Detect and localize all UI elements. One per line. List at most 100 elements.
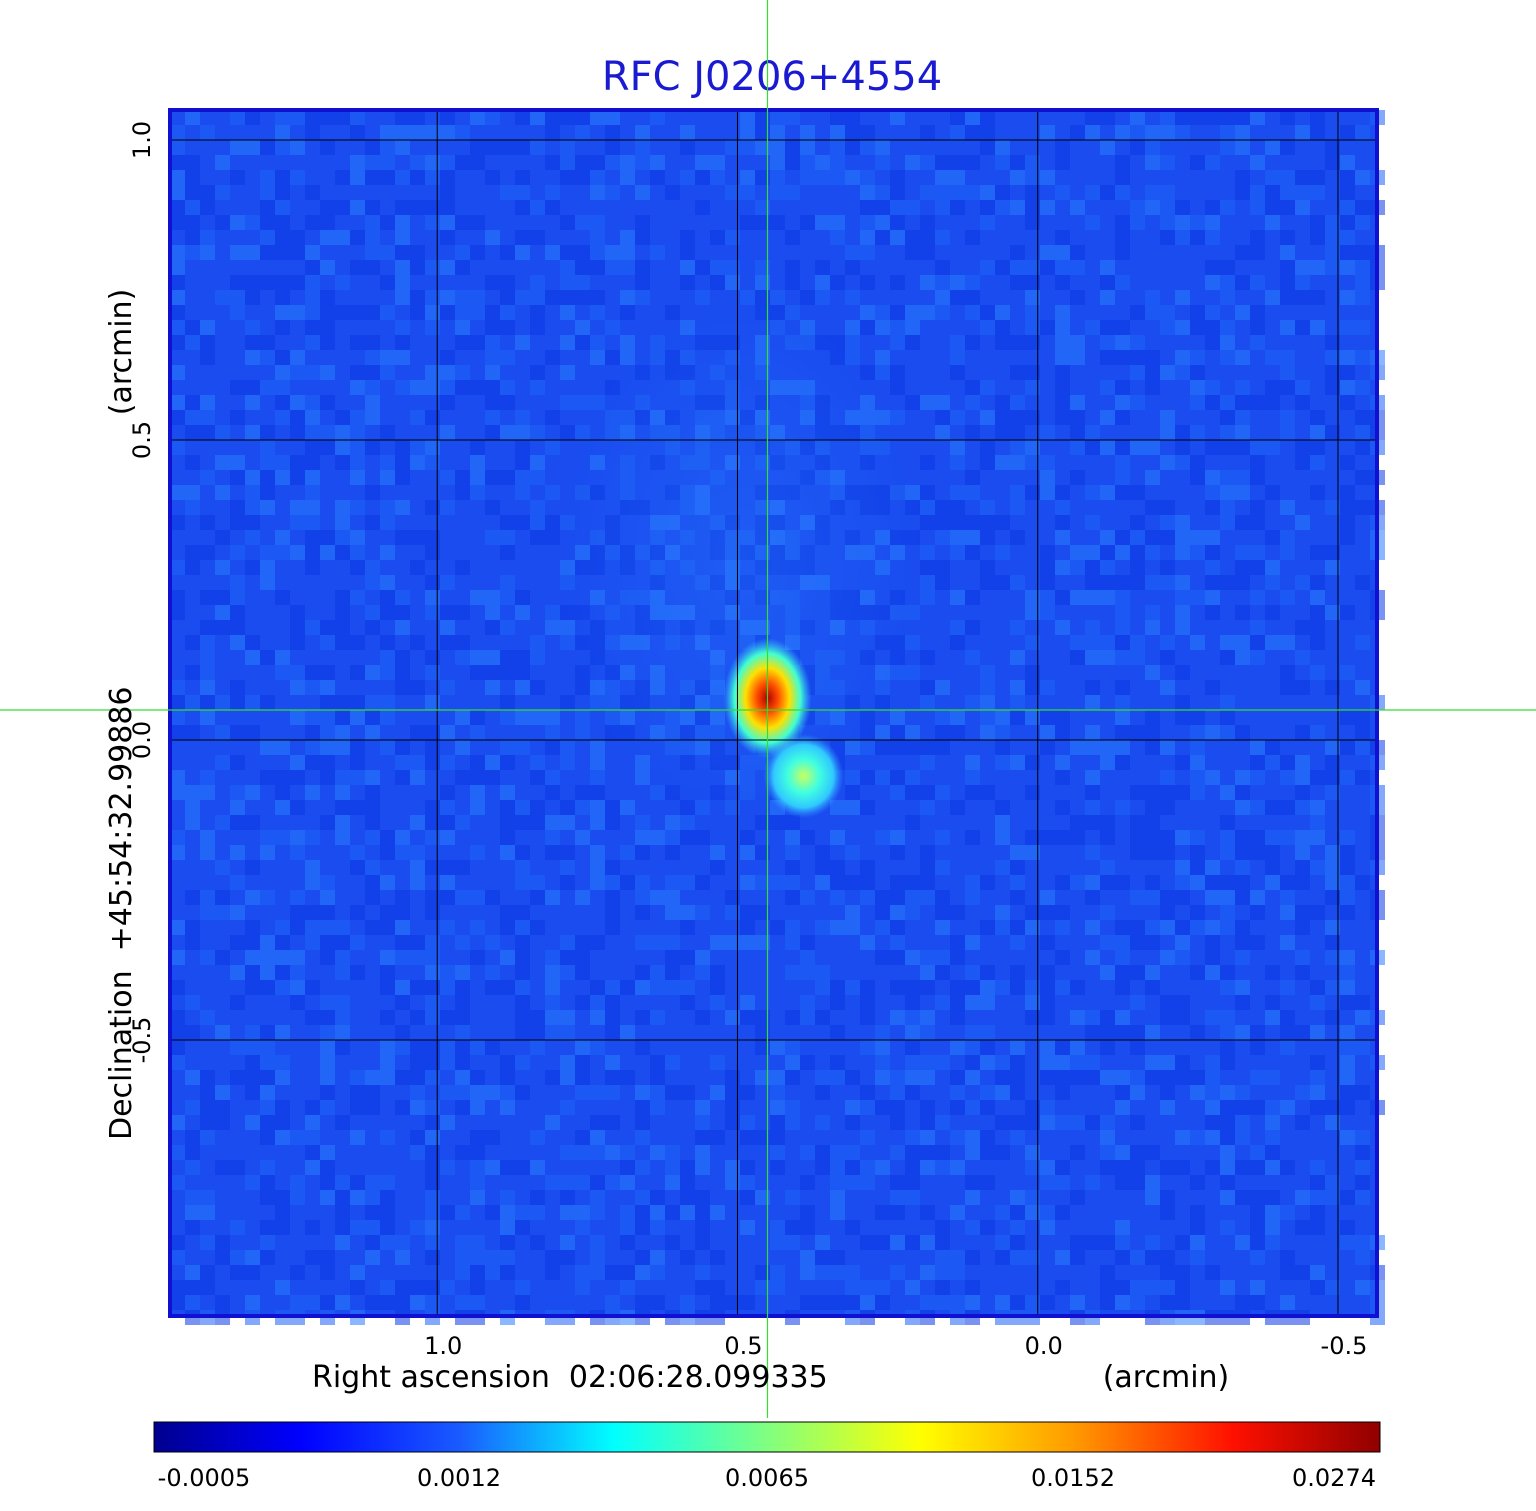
noise-pixel (710, 1250, 725, 1265)
noise-pixel (920, 590, 935, 605)
noise-pixel (320, 935, 335, 950)
noise-pixel (980, 320, 995, 335)
noise-pixel (1025, 845, 1040, 860)
noise-pixel (725, 140, 740, 155)
noise-pixel (470, 950, 485, 965)
noise-pixel (245, 245, 260, 260)
noise-pixel (1010, 920, 1025, 935)
noise-pixel (1235, 605, 1250, 620)
noise-pixel (245, 920, 260, 935)
noise-pixel (530, 320, 545, 335)
noise-pixel (515, 680, 530, 695)
noise-pixel (455, 335, 470, 350)
noise-pixel (1280, 380, 1295, 395)
noise-pixel (425, 800, 440, 815)
noise-pixel (770, 1085, 785, 1100)
noise-pixel (1115, 440, 1130, 455)
noise-pixel (1145, 380, 1160, 395)
noise-pixel (695, 1100, 710, 1115)
noise-pixel (785, 1220, 800, 1235)
noise-pixel (1010, 335, 1025, 350)
noise-pixel (635, 905, 650, 920)
noise-pixel (1145, 800, 1160, 815)
noise-pixel (380, 1175, 395, 1190)
noise-pixel (575, 830, 590, 845)
noise-pixel (950, 980, 965, 995)
noise-pixel (425, 965, 440, 980)
noise-pixel (560, 1175, 575, 1190)
noise-pixel (1280, 290, 1295, 305)
noise-pixel (560, 305, 575, 320)
noise-pixel (965, 275, 980, 290)
noise-pixel (425, 200, 440, 215)
noise-pixel (905, 890, 920, 905)
noise-pixel (305, 755, 320, 770)
noise-pixel (530, 755, 545, 770)
noise-pixel (1340, 1190, 1355, 1205)
noise-pixel (410, 1085, 425, 1100)
noise-pixel (785, 275, 800, 290)
noise-pixel (470, 1295, 485, 1310)
noise-pixel (440, 185, 455, 200)
noise-pixel (1235, 125, 1250, 140)
noise-pixel (875, 830, 890, 845)
noise-pixel (920, 890, 935, 905)
noise-pixel (770, 1130, 785, 1145)
noise-pixel (1220, 1085, 1235, 1100)
noise-pixel (335, 1205, 350, 1220)
noise-pixel (755, 215, 770, 230)
noise-pixel (425, 695, 440, 710)
noise-pixel (1175, 1235, 1190, 1250)
noise-pixel (1250, 1280, 1265, 1295)
noise-pixel (410, 1295, 425, 1310)
noise-pixel (995, 710, 1010, 725)
noise-pixel (725, 1115, 740, 1130)
noise-pixel (890, 1205, 905, 1220)
noise-pixel (260, 545, 275, 560)
noise-pixel (515, 515, 530, 530)
noise-pixel (1025, 1115, 1040, 1130)
noise-pixel (455, 1040, 470, 1055)
noise-pixel (965, 515, 980, 530)
noise-pixel (920, 500, 935, 515)
noise-pixel (1130, 635, 1145, 650)
noise-pixel (860, 245, 875, 260)
noise-pixel (1280, 110, 1295, 125)
noise-pixel (470, 770, 485, 785)
noise-pixel (1145, 605, 1160, 620)
noise-pixel (890, 830, 905, 845)
noise-pixel (1355, 170, 1370, 185)
noise-pixel (200, 635, 215, 650)
noise-pixel (350, 200, 365, 215)
noise-pixel (950, 1085, 965, 1100)
noise-pixel (755, 125, 770, 140)
noise-pixel (920, 1025, 935, 1040)
noise-pixel (380, 215, 395, 230)
noise-pixel (815, 170, 830, 185)
noise-pixel (1160, 1070, 1175, 1085)
noise-pixel (1325, 770, 1340, 785)
noise-pixel (620, 245, 635, 260)
noise-pixel (260, 440, 275, 455)
noise-pixel (635, 890, 650, 905)
noise-pixel (1340, 770, 1355, 785)
noise-pixel (650, 980, 665, 995)
noise-pixel (485, 425, 500, 440)
noise-pixel (215, 185, 230, 200)
noise-pixel (890, 1145, 905, 1160)
noise-pixel (695, 875, 710, 890)
noise-pixel (350, 455, 365, 470)
noise-pixel (710, 845, 725, 860)
noise-pixel (200, 1190, 215, 1205)
noise-pixel (545, 1265, 560, 1280)
noise-pixel (845, 245, 860, 260)
noise-pixel (365, 695, 380, 710)
noise-pixel (1010, 1235, 1025, 1250)
noise-pixel (485, 320, 500, 335)
noise-pixel (275, 170, 290, 185)
noise-pixel (395, 605, 410, 620)
noise-pixel (1205, 305, 1220, 320)
noise-pixel (200, 125, 215, 140)
noise-pixel (515, 1220, 530, 1235)
noise-pixel (635, 1160, 650, 1175)
